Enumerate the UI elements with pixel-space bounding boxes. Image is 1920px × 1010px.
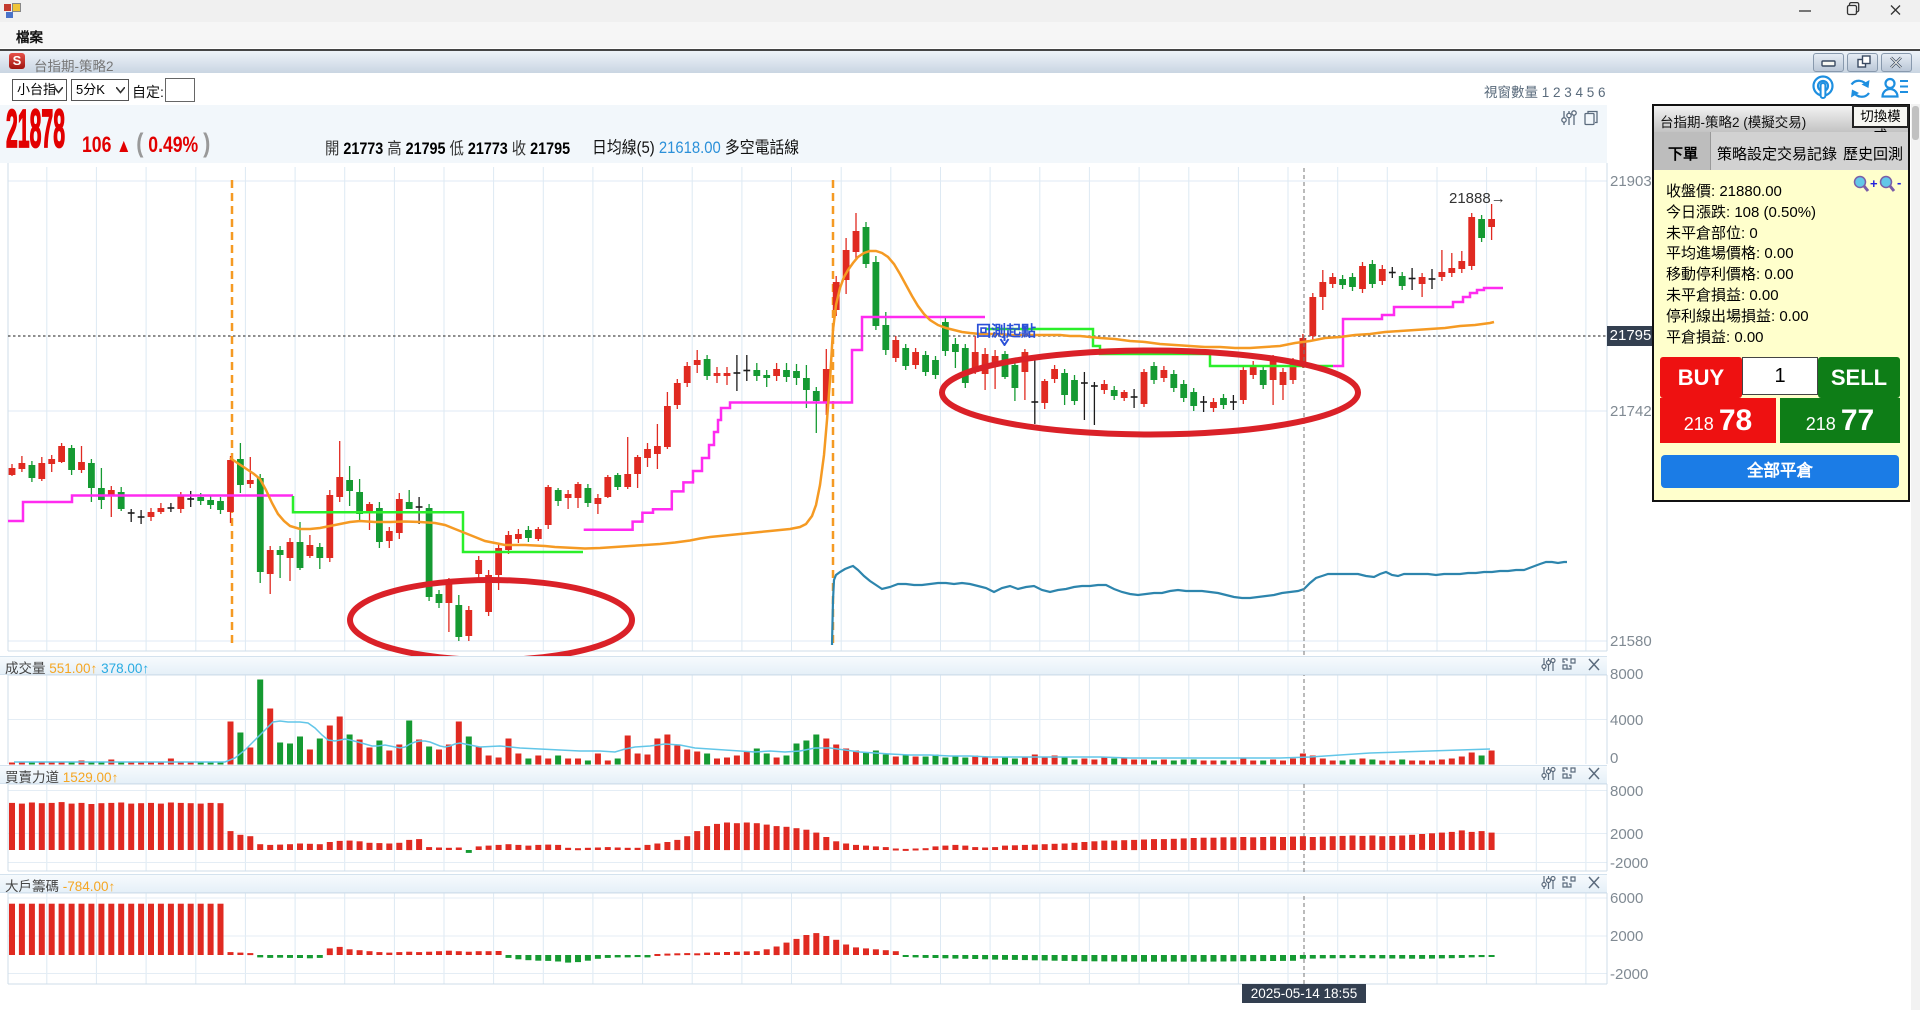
- svg-text:+: +: [1870, 176, 1878, 191]
- svg-text:-: -: [1897, 175, 1901, 190]
